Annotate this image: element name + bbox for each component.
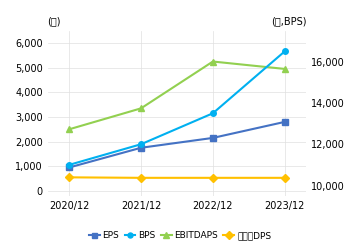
Text: (원): (원) (48, 16, 61, 26)
Legend: EPS, BPS, EBITDAPS, 보통주DPS: EPS, BPS, EBITDAPS, 보통주DPS (85, 227, 275, 244)
Text: (원,BPS): (원,BPS) (271, 16, 306, 26)
